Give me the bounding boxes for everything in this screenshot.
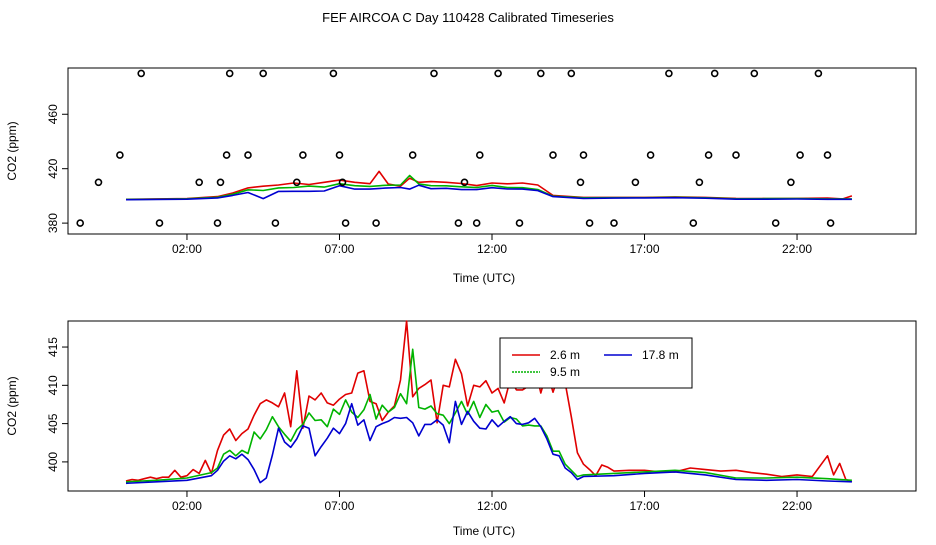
top-x-tick-label: 17:00 bbox=[630, 242, 660, 256]
calibration-marker bbox=[536, 69, 545, 78]
calibration-marker bbox=[826, 219, 835, 227]
calibration-marker bbox=[665, 69, 673, 78]
calibration-marker bbox=[704, 151, 713, 159]
top-y-tick-label: 380 bbox=[46, 213, 60, 233]
top-y-tick-label: 460 bbox=[46, 104, 60, 124]
bottom-series-line-9-5-m bbox=[125, 348, 852, 483]
legend: 2.6 m 17.8 m 9.5 m bbox=[499, 337, 693, 389]
bottom-y-axis: 400 405 410 415 bbox=[46, 337, 68, 472]
top-y-tick-label: 420 bbox=[46, 158, 60, 178]
calibration-marker bbox=[137, 69, 145, 78]
legend-box bbox=[499, 337, 693, 389]
top-y-axis-label: CO2 (ppm) bbox=[5, 121, 19, 180]
calibration-marker bbox=[695, 178, 704, 187]
top-series-group bbox=[125, 170, 853, 201]
bottom-series-line-2-6-m bbox=[125, 320, 853, 483]
calibration-marker bbox=[646, 151, 655, 159]
top-x-axis: 02:00 07:00 12:00 17:00 22:00 bbox=[172, 234, 812, 256]
calibration-marker bbox=[76, 219, 84, 227]
calibration-marker bbox=[299, 151, 307, 159]
calibration-marker bbox=[341, 219, 350, 227]
bottom-x-axis-label: Time (UTC) bbox=[453, 524, 515, 538]
bottom-y-tick-label: 405 bbox=[46, 413, 60, 433]
calibration-marker bbox=[460, 178, 469, 187]
calibration-marker bbox=[796, 151, 804, 159]
bottom-y-tick-label: 400 bbox=[46, 452, 60, 472]
calibration-marker bbox=[225, 69, 234, 78]
calibration-marker bbox=[787, 178, 795, 187]
bottom-plot-frame bbox=[67, 320, 917, 492]
calibration-marker bbox=[814, 69, 823, 78]
calibration-marker bbox=[454, 219, 463, 227]
figure-title: FEF AIRCOA C Day 110428 Calibrated Times… bbox=[322, 10, 614, 25]
bottom-series-line-17-8-m bbox=[125, 400, 852, 485]
calibration-marker bbox=[94, 178, 103, 187]
calibration-marker bbox=[585, 219, 594, 227]
calibration-marker bbox=[472, 219, 481, 227]
calibration-marker bbox=[329, 69, 338, 78]
top-series-line-2 bbox=[125, 184, 852, 201]
legend-label-17-8m: 17.8 m bbox=[642, 348, 679, 362]
bottom-y-tick-label: 415 bbox=[46, 337, 60, 357]
calibration-marker bbox=[271, 219, 280, 227]
calibration-marker bbox=[567, 69, 576, 78]
calibration-marker bbox=[823, 151, 832, 159]
bottom-series-group bbox=[125, 320, 853, 485]
calibration-marker bbox=[710, 69, 719, 78]
top-x-tick-label: 22:00 bbox=[782, 242, 812, 256]
bottom-x-axis: 02:00 07:00 12:00 17:00 22:00 bbox=[172, 491, 812, 513]
top-x-axis-label: Time (UTC) bbox=[453, 271, 515, 285]
bottom-x-tick-label: 17:00 bbox=[630, 499, 660, 513]
calibration-marker bbox=[750, 69, 759, 78]
legend-label-2-6m: 2.6 m bbox=[550, 348, 580, 362]
bottom-x-tick-label: 07:00 bbox=[324, 499, 354, 513]
calibration-marker bbox=[292, 178, 301, 187]
calibration-marker bbox=[576, 178, 585, 187]
top-x-tick-label: 12:00 bbox=[477, 242, 507, 256]
bottom-x-tick-label: 02:00 bbox=[172, 499, 202, 513]
calibration-marker bbox=[195, 178, 203, 187]
calibration-marker bbox=[549, 151, 557, 159]
calibration-marker bbox=[475, 151, 484, 159]
bottom-y-tick-label: 410 bbox=[46, 375, 60, 395]
calibration-marker bbox=[244, 151, 252, 159]
top-x-tick-label: 02:00 bbox=[172, 242, 202, 256]
legend-label-9-5m: 9.5 m bbox=[550, 365, 580, 379]
calibration-marker bbox=[579, 151, 588, 159]
bottom-y-axis-label: CO2 (ppm) bbox=[5, 376, 19, 435]
calibration-marker bbox=[155, 219, 164, 227]
calibration-marker bbox=[259, 69, 268, 78]
calibration-marker bbox=[338, 178, 347, 187]
top-y-axis: 380 420 460 bbox=[46, 104, 68, 233]
calibration-marker bbox=[515, 219, 524, 227]
calibration-marker bbox=[408, 151, 417, 159]
calibration-marker bbox=[116, 151, 124, 159]
calibration-marker bbox=[216, 178, 225, 187]
calibration-marker bbox=[631, 178, 640, 187]
top-plot-frame bbox=[67, 67, 917, 235]
bottom-x-tick-label: 22:00 bbox=[782, 499, 812, 513]
top-marker-group bbox=[76, 69, 835, 227]
calibration-marker bbox=[430, 69, 438, 78]
calibration-marker bbox=[610, 219, 618, 227]
calibration-marker bbox=[732, 151, 740, 159]
bottom-x-tick-label: 12:00 bbox=[477, 499, 507, 513]
calibration-marker bbox=[222, 151, 231, 159]
calibration-marker bbox=[689, 219, 698, 227]
calibration-marker bbox=[771, 219, 780, 227]
calibration-marker bbox=[494, 69, 502, 78]
calibration-marker bbox=[213, 219, 222, 227]
calibration-marker bbox=[372, 219, 380, 227]
top-x-tick-label: 07:00 bbox=[324, 242, 354, 256]
calibration-marker bbox=[335, 151, 344, 159]
